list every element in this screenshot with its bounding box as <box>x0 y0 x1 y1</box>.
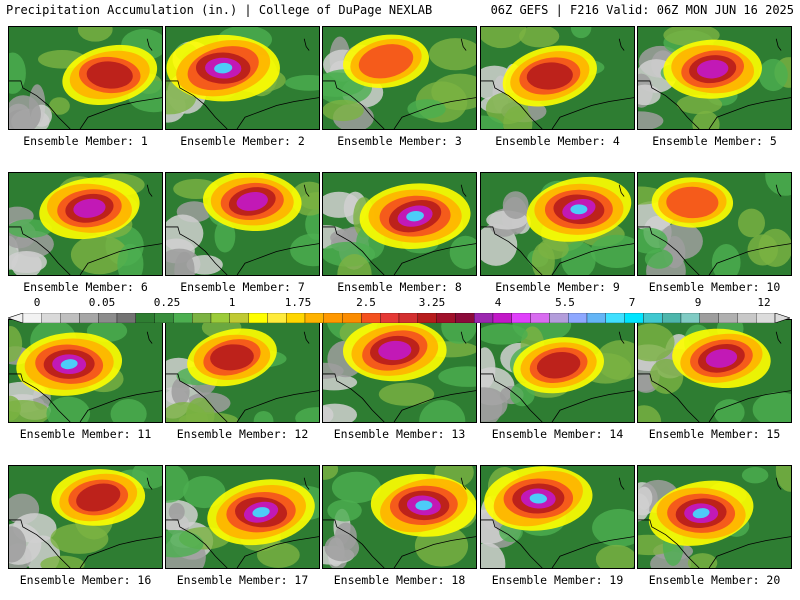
colorbar-tick-label: 12 <box>757 296 771 309</box>
ensemble-member-label: Ensemble Member: 18 <box>333 573 466 587</box>
ensemble-panel-map <box>8 172 163 276</box>
ensemble-member-label: Ensemble Member: 5 <box>652 134 777 148</box>
ensemble-member-label: Ensemble Member: 2 <box>180 134 305 148</box>
ensemble-member-label: Ensemble Member: 10 <box>648 280 781 294</box>
ensemble-panel-map <box>322 465 477 569</box>
ensemble-member-label: Ensemble Member: 4 <box>495 134 620 148</box>
ensemble-member-label: Ensemble Member: 19 <box>491 573 624 587</box>
ensemble-member-label: Ensemble Member: 17 <box>176 573 309 587</box>
model-run-valid-time: 06Z GEFS | F216 Valid: 06Z MON JUN 16 20… <box>490 3 794 17</box>
ensemble-panel-map <box>637 26 792 130</box>
colorbar-tick-label: 5.5 <box>555 296 575 309</box>
ensemble-panel-map <box>8 465 163 569</box>
ensemble-panel-map <box>165 465 320 569</box>
ensemble-member-label: Ensemble Member: 7 <box>180 280 305 294</box>
ensemble-panel-map <box>322 319 477 423</box>
chart-title: Precipitation Accumulation (in.) | Colle… <box>6 3 433 17</box>
ensemble-panel-map <box>8 319 163 423</box>
colorbar-tick-label: 0.05 <box>88 296 116 309</box>
ensemble-member-label: Ensemble Member: 1 <box>23 134 148 148</box>
colorbar-tick-label: 7 <box>628 296 636 309</box>
ensemble-member-label: Ensemble Member: 8 <box>337 280 462 294</box>
ensemble-member-label: Ensemble Member: 15 <box>648 427 781 441</box>
ensemble-panel-map <box>637 319 792 423</box>
ensemble-panel-map <box>322 26 477 130</box>
colorbar-tick-label: 0.25 <box>153 296 181 309</box>
ensemble-member-label: Ensemble Member: 12 <box>176 427 309 441</box>
colorbar-tick-label: 9 <box>694 296 702 309</box>
colorbar-tick-label: 1 <box>228 296 236 309</box>
ensemble-member-label: Ensemble Member: 6 <box>23 280 148 294</box>
ensemble-member-label: Ensemble Member: 14 <box>491 427 624 441</box>
colorbar-tick-label: 1.75 <box>284 296 312 309</box>
ensemble-panel-map <box>480 319 635 423</box>
ensemble-member-label: Ensemble Member: 11 <box>19 427 152 441</box>
ensemble-panel-map <box>637 465 792 569</box>
precipitation-colorbar <box>7 308 791 324</box>
colorbar-tick-label: 0 <box>33 296 41 309</box>
colorbar-tick-label: 3.25 <box>418 296 446 309</box>
ensemble-panel-map <box>637 172 792 276</box>
colorbar-tick-label: 4 <box>494 296 502 309</box>
ensemble-member-label: Ensemble Member: 3 <box>337 134 462 148</box>
ensemble-panel-map <box>480 465 635 569</box>
ensemble-panel-map <box>165 319 320 423</box>
ensemble-panel-map <box>8 26 163 130</box>
ensemble-member-label: Ensemble Member: 16 <box>19 573 152 587</box>
ensemble-member-label: Ensemble Member: 20 <box>648 573 781 587</box>
ensemble-panel-map <box>480 172 635 276</box>
colorbar-tick-label: 2.5 <box>356 296 376 309</box>
ensemble-member-label: Ensemble Member: 13 <box>333 427 466 441</box>
ensemble-member-label: Ensemble Member: 9 <box>495 280 620 294</box>
ensemble-panel-map <box>165 26 320 130</box>
ensemble-panel-map <box>322 172 477 276</box>
ensemble-panel-map <box>480 26 635 130</box>
ensemble-panel-map <box>165 172 320 276</box>
